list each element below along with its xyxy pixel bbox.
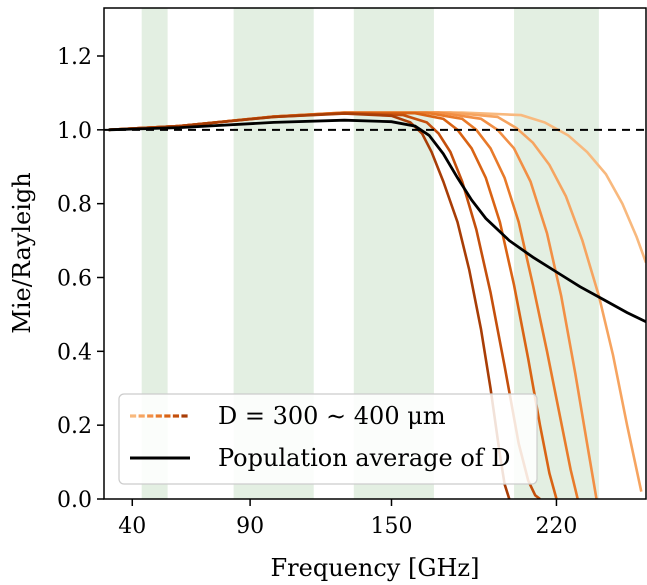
x-tick-label-1: 90 xyxy=(236,514,264,539)
y-tick-label-0: 0.0 xyxy=(57,488,92,513)
mie-rayleigh-curves xyxy=(108,111,646,499)
legend: D = 300 ∼ 400 μm Population average of D xyxy=(118,393,538,485)
y-axis-ticks: 0.0 0.2 0.4 0.6 0.8 1.0 1.2 xyxy=(57,45,104,513)
plot-frame xyxy=(103,7,647,500)
x-tick-label-2: 150 xyxy=(370,514,412,539)
y-tick-label-1: 0.2 xyxy=(57,414,92,439)
x-axis-ticks: 40 90 150 220 xyxy=(118,499,577,539)
x-tick-label-0: 40 xyxy=(118,514,146,539)
x-tick-label-3: 220 xyxy=(535,514,577,539)
legend-label-diameter: D = 300 ∼ 400 μm xyxy=(218,402,446,430)
y-tick-label-2: 0.4 xyxy=(57,340,92,365)
y-axis-label: Mie/Rayleigh xyxy=(8,172,36,333)
population-average-curve xyxy=(108,118,646,324)
y-tick-label-4: 0.8 xyxy=(57,193,92,218)
y-tick-label-3: 0.6 xyxy=(57,266,92,291)
legend-box xyxy=(118,393,538,485)
y-tick-label-6: 1.2 xyxy=(57,45,92,70)
x-axis-label: Frequency [GHz] xyxy=(271,554,480,582)
legend-label-population: Population average of D xyxy=(218,444,511,472)
y-tick-label-5: 1.0 xyxy=(57,119,92,144)
